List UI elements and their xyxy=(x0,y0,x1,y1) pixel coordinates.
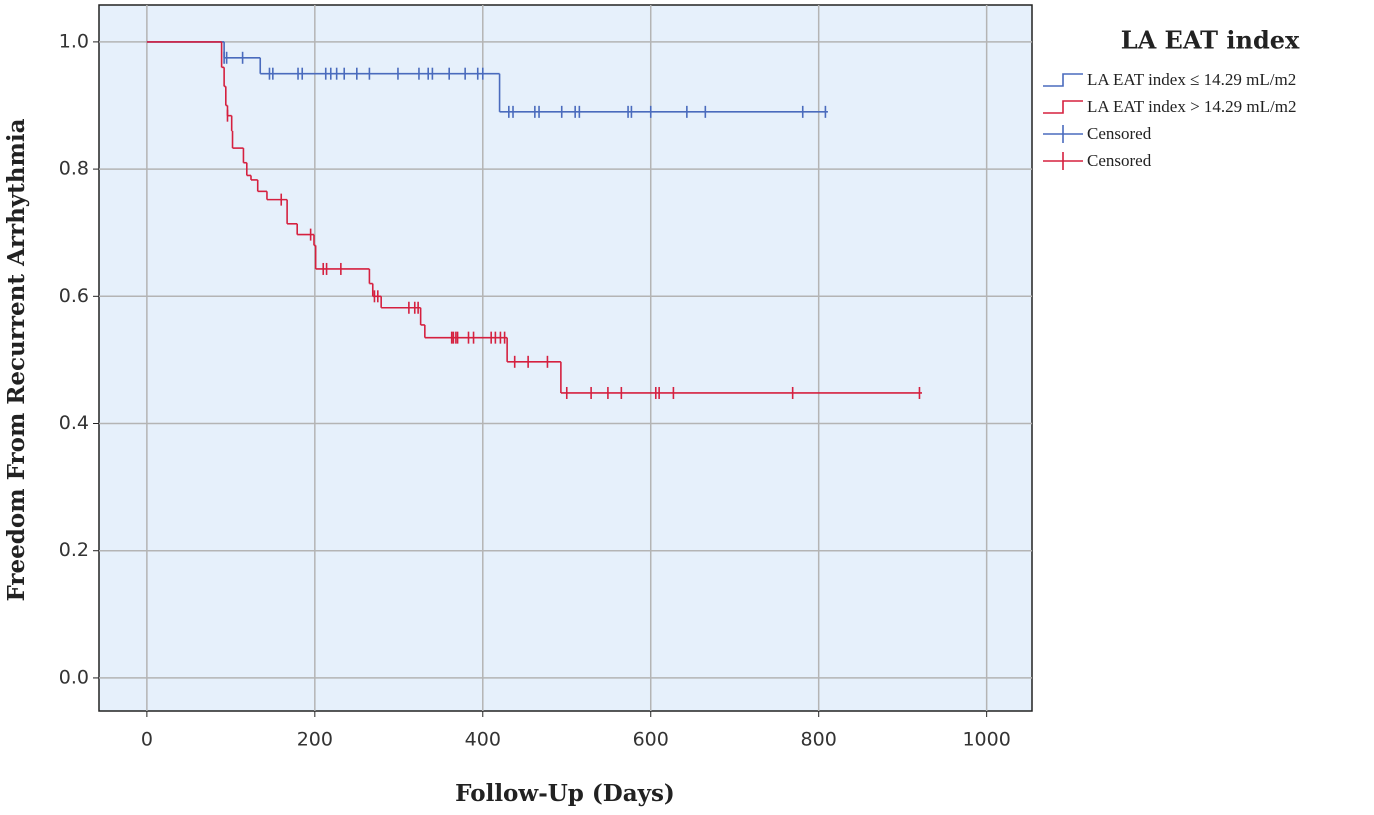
plot-area xyxy=(98,4,1033,712)
legend-title: LA EAT index xyxy=(1121,26,1300,55)
legend-symbol xyxy=(1043,73,1083,87)
legend-label: LA EAT index > 14.29 mL/m2 xyxy=(1087,97,1297,116)
x-axis-title: Follow-Up (Days) xyxy=(455,780,675,807)
x-tick-label: 0 xyxy=(141,729,153,751)
x-tick-label: 800 xyxy=(801,729,837,751)
y-tick-label: 0.2 xyxy=(59,539,89,561)
y-tick-label: 0.8 xyxy=(59,158,89,180)
legend-symbol xyxy=(1043,100,1083,114)
y-axis-title: Freedom From Recurrent Arrhythmia xyxy=(3,118,30,601)
legend-label: Censored xyxy=(1087,151,1152,170)
x-tick-label: 400 xyxy=(465,729,501,751)
x-tick-label: 1000 xyxy=(962,729,1010,751)
legend: LA EAT index ≤ 14.29 mL/m2 LA EAT index >… xyxy=(1043,70,1297,170)
marks xyxy=(146,41,922,399)
x-tick-label: 200 xyxy=(297,729,333,751)
y-tick-label: 1.0 xyxy=(59,30,89,52)
grid xyxy=(93,5,1032,717)
y-tick-label: 0.4 xyxy=(59,412,89,434)
legend-label: Censored xyxy=(1087,124,1152,143)
x-tick-label: 600 xyxy=(633,729,669,751)
legend-label: LA EAT index ≤ 14.29 mL/m2 xyxy=(1087,70,1296,89)
y-tick-label: 0.0 xyxy=(59,666,89,688)
y-tick-label: 0.6 xyxy=(59,285,89,307)
